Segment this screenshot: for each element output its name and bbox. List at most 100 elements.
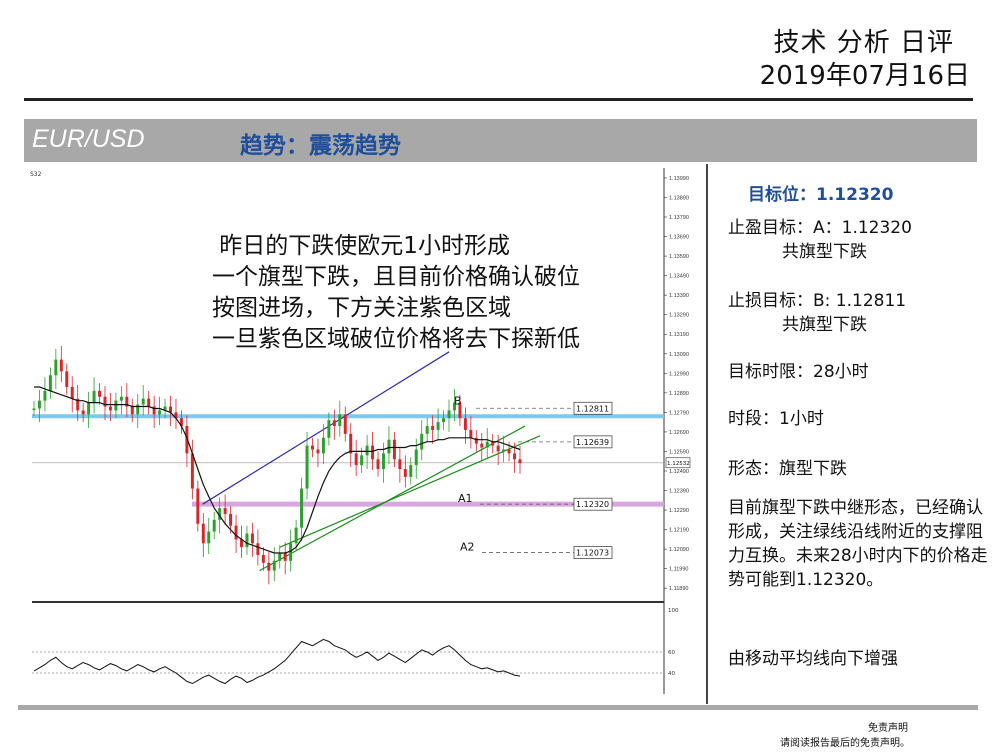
candle-body — [458, 402, 462, 419]
indicator-line — [33, 638, 521, 685]
candle-body — [147, 398, 151, 407]
indicator-level-label: 40 — [668, 671, 675, 677]
level-name: B — [454, 394, 462, 407]
candle-body — [261, 554, 265, 563]
candle-body — [87, 402, 91, 415]
level-label: 1.12073 — [576, 548, 609, 557]
candle-body — [311, 445, 314, 450]
level-name: A1 — [458, 492, 473, 505]
y-tick-label: 1.13990 — [669, 176, 689, 182]
candle-body — [289, 543, 293, 561]
candle-body — [212, 519, 216, 532]
candle-body — [185, 426, 189, 454]
candle-body — [376, 459, 380, 470]
candle-body — [480, 443, 484, 448]
candle-body — [398, 459, 402, 470]
disclaimer-text: 请阅读报告最后的免责声明。 — [780, 738, 910, 749]
trend-label: 趋势：震荡趋势 — [240, 133, 401, 159]
chart-svg: S32 1.13990 1.13890 1.13790 1.13690 1.13590 1.… — [30, 168, 691, 694]
column-divider — [706, 164, 708, 704]
candle-body — [420, 433, 424, 450]
candle-body — [43, 390, 47, 401]
candle-body — [229, 513, 233, 526]
candle-body — [392, 439, 396, 460]
candle-body — [343, 414, 347, 434]
channel-upper-line — [202, 351, 450, 505]
candle-body — [463, 418, 467, 430]
pattern: 形态：旗型下跌 — [728, 459, 847, 479]
current-price-box — [665, 457, 691, 469]
candle-body — [300, 488, 304, 528]
candle-body — [354, 453, 358, 466]
y-tick-label: 1.12890 — [669, 391, 689, 397]
candle-body — [130, 406, 134, 415]
candle-body — [425, 426, 429, 434]
candle-body — [431, 426, 435, 430]
candle-body — [119, 396, 123, 401]
candle-body — [256, 543, 260, 555]
y-tick-label: 1.13590 — [669, 254, 689, 260]
candle-body — [502, 449, 506, 452]
y-tick-label: 1.12590 — [669, 449, 689, 455]
candle-body — [59, 359, 63, 372]
current-price-label: 1.12532 — [667, 461, 690, 467]
candle-body — [76, 398, 80, 411]
candle-body — [278, 553, 282, 561]
candle-body — [442, 418, 446, 423]
candle-body — [327, 420, 331, 438]
report-title: 技术 分析 日评 — [773, 28, 954, 58]
candle-body — [474, 437, 478, 444]
y-tick-label: 1.12090 — [669, 547, 689, 553]
moving-average-line — [34, 386, 521, 554]
y-tick-label: 1.12190 — [669, 528, 689, 534]
y-tick-label: 1.13190 — [669, 332, 689, 338]
y-tick-label: 1.13890 — [669, 195, 689, 201]
target-price: 目标位：1.12320 — [748, 185, 894, 205]
candle-body — [452, 402, 456, 411]
candle-body — [103, 396, 107, 407]
stop-loss: 止损目标：B: 1.12811 — [728, 291, 907, 311]
level-label-box — [573, 435, 613, 449]
y-tick-label: 1.12290 — [669, 508, 689, 514]
level-label: 1.12639 — [576, 438, 609, 447]
candle-body — [381, 453, 385, 470]
candle-body — [491, 441, 495, 446]
candle-body — [365, 445, 369, 456]
y-tick-label: 1.12390 — [669, 489, 689, 495]
candle-body — [48, 375, 52, 391]
candle-body — [141, 398, 145, 405]
y-tick-label: 1.13690 — [669, 235, 689, 241]
candle-body — [245, 533, 249, 548]
y-tick-label: 1.13290 — [669, 313, 689, 319]
annotation-line: 昨日的下跌使欧元1小时形成 — [212, 233, 510, 259]
trend-line-green-2 — [279, 435, 541, 548]
candle-body — [158, 410, 162, 415]
candle-body — [305, 445, 309, 489]
candle-body — [387, 439, 391, 454]
candle-body — [496, 445, 500, 452]
disclaimer-title: 免责声明 — [868, 723, 908, 734]
header-divider — [24, 98, 973, 101]
indicator-level-label: 60 — [668, 650, 675, 656]
candle-body — [32, 408, 36, 410]
candle-body — [108, 406, 112, 411]
y-tick-label: 1.11890 — [669, 586, 688, 592]
candle-body — [507, 449, 511, 454]
candle-body — [267, 562, 271, 571]
level-label: 1.12320 — [576, 500, 609, 509]
candle-body — [485, 441, 489, 448]
candle-body — [54, 359, 58, 376]
candle-body — [92, 390, 96, 403]
candle-body — [283, 553, 287, 561]
timeframe: 时段：1小时 — [728, 409, 824, 429]
y-tick-label: 1.12790 — [669, 410, 689, 416]
candle-body — [349, 433, 353, 454]
level-label-box — [573, 497, 613, 511]
candle-body — [272, 560, 276, 571]
candle-body — [436, 422, 440, 430]
y-tick-label: 1.13790 — [669, 215, 689, 221]
candle-body — [513, 453, 517, 460]
candle-body — [316, 449, 320, 454]
candle-body — [70, 386, 74, 399]
candle-body — [163, 406, 167, 411]
